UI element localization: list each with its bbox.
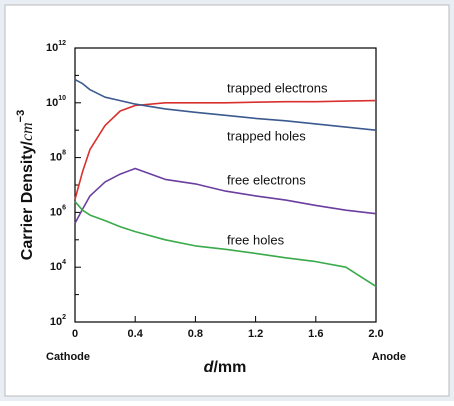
y-tick-base: 10 [46, 42, 58, 54]
x-tick-label: 1.2 [248, 328, 263, 340]
y-tick-exponent: 10 [58, 95, 66, 102]
frame [4, 4, 450, 397]
y-tick-label: 1012 [46, 40, 66, 54]
series-line [74, 167, 377, 224]
x-label-unit: /mm [213, 359, 246, 376]
annotation: Anode [372, 351, 406, 363]
y-tick-base: 10 [50, 206, 62, 218]
x-tick-label: 0.4 [128, 328, 144, 340]
series-label: trapped electrons [227, 80, 328, 95]
y-tick-label: 102 [50, 314, 66, 328]
series-line [74, 200, 377, 288]
x-tick-label: 0 [72, 328, 78, 340]
y-tick-exponent: 8 [62, 149, 66, 156]
x-tick-label: 2.0 [368, 328, 383, 340]
series-label: free electrons [227, 172, 306, 187]
series-line [74, 78, 377, 131]
x-axis-label: d/mm [204, 359, 247, 376]
y-label-exponent: −3 [15, 110, 27, 123]
y-tick-exponent: 6 [62, 204, 66, 211]
x-tick-label: 1.6 [308, 328, 323, 340]
x-label-symbol: d [204, 359, 215, 376]
y-label-text: Carrier Density/ [19, 140, 36, 260]
annotation: Cathode [46, 351, 90, 363]
y-tick-base: 10 [50, 261, 62, 273]
y-tick-base: 10 [50, 316, 62, 328]
y-tick-base: 10 [50, 152, 62, 164]
y-tick-exponent: 2 [62, 314, 66, 321]
y-tick-exponent: 12 [58, 40, 66, 47]
series-label: trapped holes [227, 128, 306, 143]
y-tick-base: 10 [46, 97, 58, 109]
y-tick-label: 108 [50, 149, 66, 163]
y-tick-label: 104 [50, 259, 66, 273]
y-tick-label: 1010 [46, 95, 66, 109]
series-line [74, 99, 377, 200]
y-axis-label: Carrier Density/cm−3 [15, 110, 36, 260]
y-tick-label: 106 [50, 204, 66, 218]
y-label-unit: cm [19, 122, 36, 141]
series-label: free holes [227, 232, 285, 247]
y-tick-exponent: 4 [62, 259, 66, 266]
x-tick-label: 0.8 [188, 328, 203, 340]
